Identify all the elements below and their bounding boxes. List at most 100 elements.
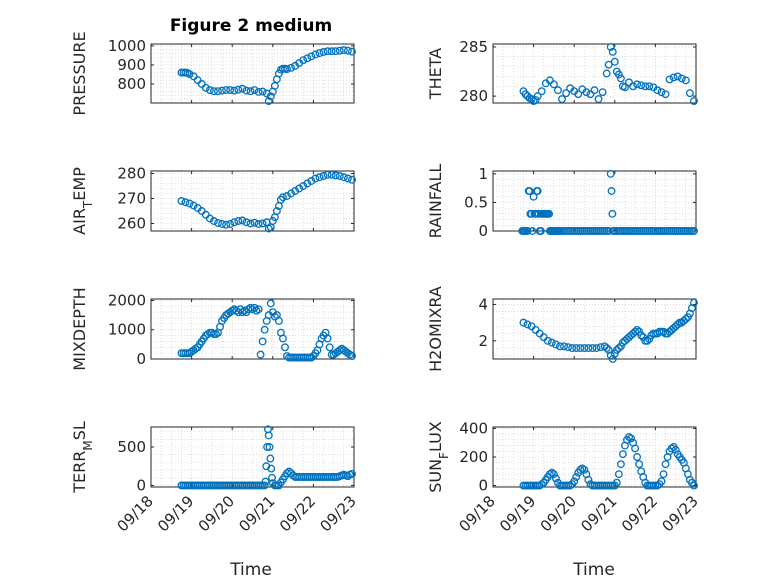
data-point <box>533 187 542 195</box>
data-point <box>653 481 662 490</box>
data-point <box>690 227 698 235</box>
data-point <box>614 70 623 79</box>
data-point <box>545 209 553 218</box>
data-point <box>665 75 674 84</box>
data-point <box>260 325 269 334</box>
data-point <box>191 344 200 353</box>
x-axis-label-right: Time <box>572 560 615 580</box>
data-point <box>594 95 603 104</box>
y-tick-label: 800 <box>117 75 146 93</box>
data-point <box>279 193 287 202</box>
data-point <box>218 86 226 95</box>
data-point <box>643 336 652 345</box>
data-point <box>549 470 558 479</box>
data-point <box>250 86 259 95</box>
data-point <box>343 46 352 55</box>
data-point <box>331 171 340 180</box>
subplot-5: 0 1000 2000 MIXDEPTH <box>70 287 356 371</box>
data-point <box>242 218 251 227</box>
y-axis-label: AIRTEMP <box>70 167 95 235</box>
data-point <box>627 434 635 443</box>
data-point <box>584 344 593 353</box>
data-point <box>272 207 281 215</box>
data-point <box>246 219 255 228</box>
data-point <box>299 56 308 65</box>
data-point <box>348 469 356 478</box>
data-point <box>556 342 564 351</box>
y-tick-label: 2 <box>478 332 488 350</box>
data-point <box>618 450 627 459</box>
data-point <box>572 344 581 353</box>
data-point <box>525 187 534 195</box>
data-point <box>335 172 344 180</box>
subplot-3: 260 270 280 AIRTEMP <box>70 165 356 235</box>
data-point <box>588 344 597 353</box>
data-point <box>608 209 617 218</box>
data-point <box>690 97 698 105</box>
data-point <box>537 87 546 96</box>
data-point <box>631 444 640 453</box>
data-point <box>268 473 276 482</box>
data-point <box>238 308 247 317</box>
data-point <box>261 477 270 486</box>
data-point <box>295 184 304 193</box>
y-axis-label: PRESSURE <box>70 31 89 115</box>
data-point <box>637 81 646 90</box>
data-point <box>560 342 568 351</box>
data-point <box>537 480 546 489</box>
data-point <box>631 327 640 336</box>
data-point <box>549 80 558 89</box>
data-point <box>547 338 556 347</box>
data-point <box>254 88 263 96</box>
data-point <box>303 179 312 188</box>
y-axis-label: TERRMSL <box>70 421 95 494</box>
data-point <box>254 305 263 314</box>
data-point <box>252 306 261 315</box>
data-point <box>673 72 682 81</box>
data-point <box>339 173 348 182</box>
data-point <box>234 85 243 94</box>
data-point <box>281 343 289 352</box>
data-point <box>580 465 589 474</box>
data-point <box>246 303 255 312</box>
data-point <box>307 353 316 362</box>
data-point <box>323 170 332 179</box>
data-point <box>258 219 267 228</box>
y-tick-label: 0 <box>136 476 146 494</box>
data-point <box>307 52 316 61</box>
data-point <box>226 220 235 228</box>
data-point <box>527 95 536 104</box>
data-point <box>612 478 621 487</box>
data-point <box>315 49 324 58</box>
data-point <box>659 470 668 479</box>
data-point <box>633 453 642 461</box>
axes-box <box>492 170 697 232</box>
data-point <box>307 177 316 185</box>
axes-box <box>150 170 355 232</box>
data-point <box>574 90 583 99</box>
data-point <box>343 472 352 481</box>
y-axis-label: H2OMIXRA <box>426 286 445 372</box>
data-point <box>226 86 235 95</box>
data-point <box>283 65 291 74</box>
data-point <box>270 312 279 321</box>
data-point <box>287 63 296 72</box>
data-point <box>616 460 625 469</box>
data-point <box>602 69 611 78</box>
data-point <box>667 444 676 453</box>
data-point <box>212 330 220 339</box>
data-point <box>265 443 274 451</box>
data-point <box>230 86 239 95</box>
y-tick-label: 1 <box>478 165 488 183</box>
data-point <box>521 90 530 99</box>
data-point <box>568 344 577 353</box>
data-point <box>222 86 231 95</box>
y-tick-label: 900 <box>117 56 146 74</box>
y-tick-label: 0 <box>478 477 488 495</box>
data-point <box>690 298 698 307</box>
data-point <box>266 92 275 101</box>
data-point <box>258 87 267 96</box>
axes-box <box>492 298 697 360</box>
data-point <box>323 47 332 56</box>
data-point <box>629 82 638 91</box>
